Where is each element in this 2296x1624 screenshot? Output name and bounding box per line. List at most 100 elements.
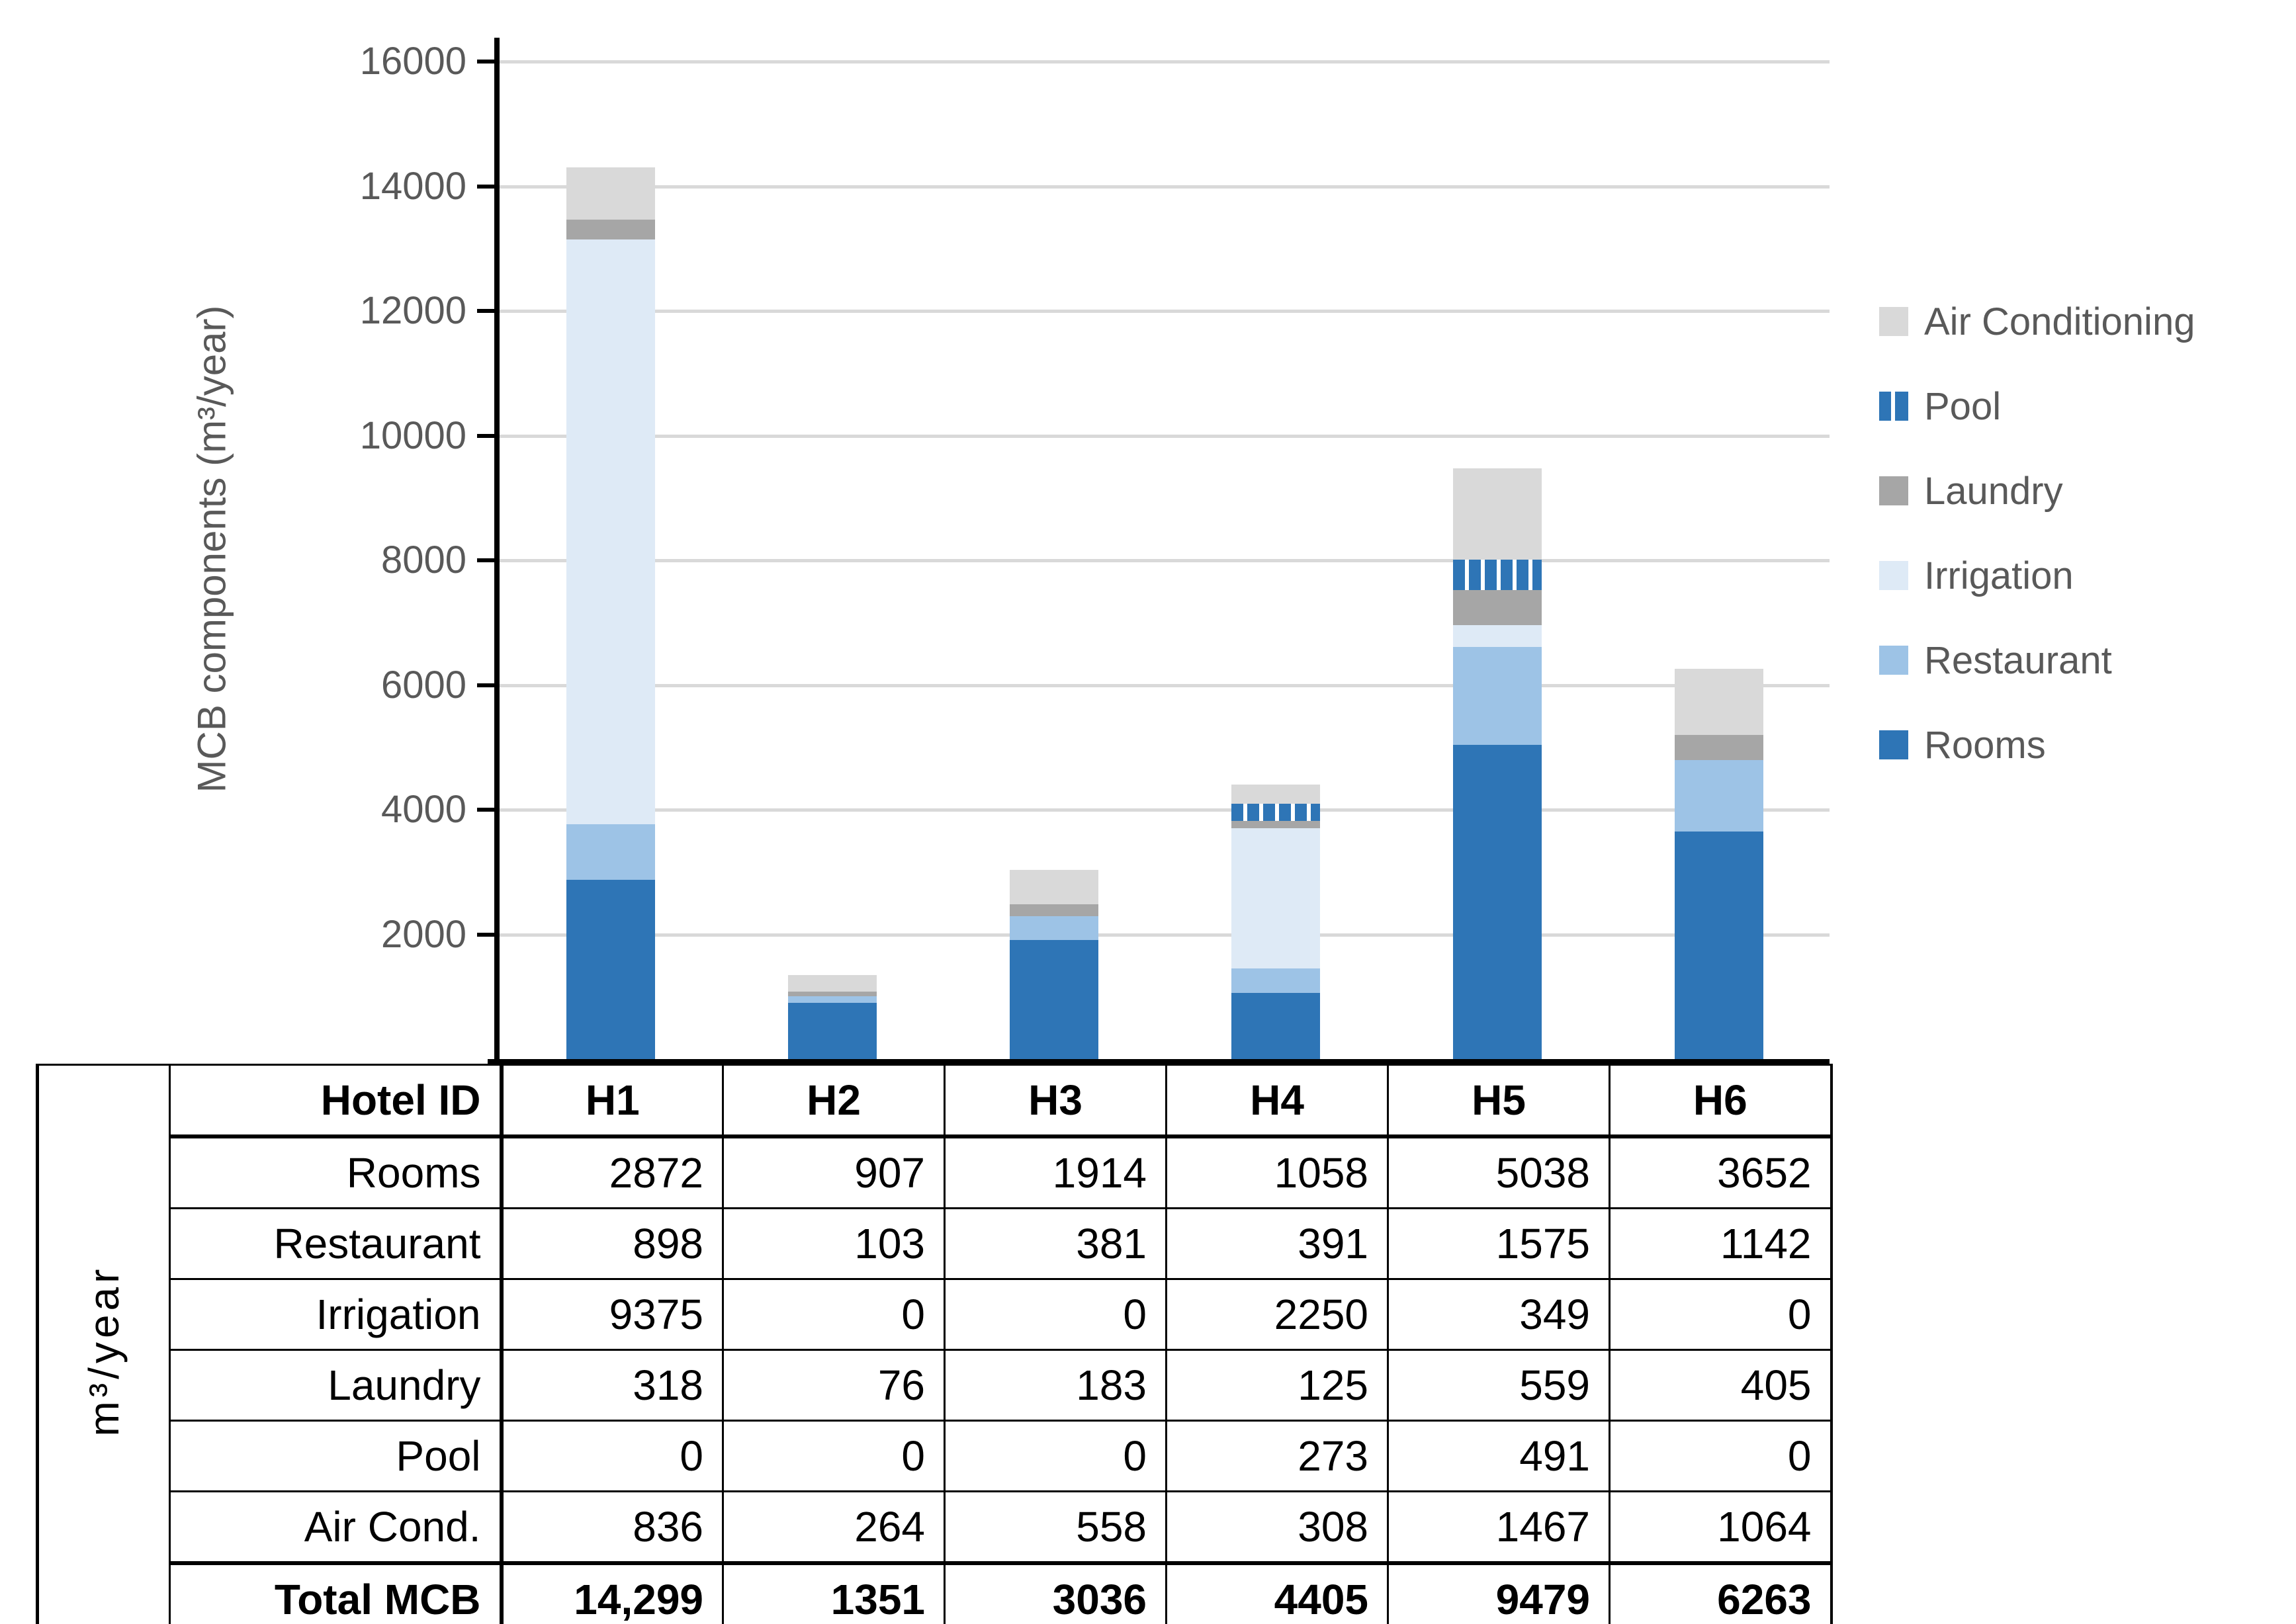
gridline (500, 683, 1830, 687)
table-cell-restaurant-h6: 1142 (1609, 1207, 1833, 1280)
table-cell-total-mcb-h5: 9479 (1387, 1561, 1611, 1624)
table-cell-rooms-h5: 5038 (1387, 1135, 1611, 1209)
bar-segment-restaurant-h5 (1452, 646, 1542, 746)
table-cell-irrigation-h2: 0 (722, 1278, 946, 1351)
row-label-pool: Pool (169, 1420, 504, 1492)
bar-segment-rooms-h3 (1009, 939, 1098, 1059)
table-cell-air-cond--h3: 558 (944, 1490, 1167, 1564)
table-cell-laundry-h1: 318 (500, 1349, 724, 1422)
bar-segment-air-conditioning-h5 (1452, 468, 1542, 560)
table-cell-rooms-h6: 3652 (1609, 1135, 1833, 1209)
hotel-column-header-h2: H2 (722, 1064, 946, 1138)
bar-segment-air-conditioning-h2 (787, 974, 877, 992)
hotel-column-header-h5: H5 (1387, 1064, 1611, 1138)
table-cell-pool-h5: 491 (1387, 1420, 1611, 1492)
hotel-column-header-h4: H4 (1165, 1064, 1389, 1138)
y-axis-line (494, 38, 500, 1064)
bar-segment-pool-h4 (1231, 803, 1320, 821)
table-cell-irrigation-h5: 349 (1387, 1278, 1611, 1351)
table-cell-restaurant-h5: 1575 (1387, 1207, 1611, 1280)
y-axis-tick-label: 14000 (359, 164, 466, 208)
table-cell-air-cond--h1: 836 (500, 1490, 724, 1564)
bar-segment-rooms-h4 (1231, 993, 1320, 1059)
table-cell-total-mcb-h4: 4405 (1165, 1561, 1389, 1624)
table-cell-air-cond--h2: 264 (722, 1490, 946, 1564)
bar-segment-pool-h5 (1452, 559, 1542, 591)
legend-swatch-pool-icon (1879, 392, 1908, 421)
legend-item-restaurant: Restaurant (1879, 639, 2195, 682)
legend-swatch-rooms-icon (1879, 730, 1908, 759)
row-label-total-mcb: Total MCB (169, 1561, 504, 1624)
x-axis-line (488, 1059, 1830, 1065)
bar-segment-restaurant-h6 (1674, 760, 1763, 832)
y-axis-tick (477, 309, 497, 313)
bar-segment-restaurant-h2 (787, 996, 877, 1003)
y-axis-tick-label: 6000 (380, 663, 466, 706)
legend-label: Rooms (1924, 723, 2046, 767)
legend-item-irrigation: Irrigation (1879, 554, 2195, 597)
legend-swatch-irrigation-icon (1879, 561, 1908, 590)
gridline (500, 434, 1830, 438)
row-label-air-cond-: Air Cond. (169, 1490, 504, 1564)
y-axis-tick (477, 932, 497, 937)
legend-label: Laundry (1924, 469, 2063, 513)
legend-item-pool: Pool (1879, 385, 2195, 428)
y-axis-tick-label: 16000 (359, 40, 466, 83)
hotel-column-header-h6: H6 (1609, 1064, 1833, 1138)
y-axis-tick (477, 683, 497, 687)
table-cell-pool-h4: 273 (1165, 1420, 1389, 1492)
table-cell-restaurant-h2: 103 (722, 1207, 946, 1280)
row-label-irrigation: Irrigation (169, 1278, 504, 1351)
table-cell-total-mcb-h6: 6263 (1609, 1561, 1833, 1624)
table-cell-rooms-h2: 907 (722, 1135, 946, 1209)
y-axis-tick-label: 4000 (380, 788, 466, 831)
bar-segment-restaurant-h4 (1231, 968, 1320, 994)
table-cell-laundry-h6: 405 (1609, 1349, 1833, 1422)
y-axis-tick-label: 12000 (359, 289, 466, 332)
table-cell-pool-h1: 0 (500, 1420, 724, 1492)
legend-item-rooms: Rooms (1879, 724, 2195, 767)
bar-segment-rooms-h2 (787, 1002, 877, 1059)
table-cell-air-cond--h5: 1467 (1387, 1490, 1611, 1564)
legend-label: Irrigation (1924, 554, 2074, 597)
table-cell-irrigation-h4: 2250 (1165, 1278, 1389, 1351)
legend-swatch-laundry-icon (1879, 476, 1908, 505)
bar-segment-air-conditioning-h4 (1231, 784, 1320, 804)
legend-item-laundry: Laundry (1879, 470, 2195, 513)
bar-segment-laundry-h4 (1231, 820, 1320, 829)
table-cell-irrigation-h6: 0 (1609, 1278, 1833, 1351)
table-cell-restaurant-h3: 381 (944, 1207, 1167, 1280)
bar-segment-rooms-h5 (1452, 745, 1542, 1059)
data-table: m³/year Hotel ID H1 H2 H3 H4 H5 H6 Rooms 2872 907 1… (36, 1064, 1833, 1624)
table-cell-irrigation-h1: 9375 (500, 1278, 724, 1351)
bar-segment-laundry-h5 (1452, 590, 1542, 625)
legend-swatch-restaurant-icon (1879, 646, 1908, 675)
table-cell-total-mcb-h3: 3036 (944, 1561, 1167, 1624)
bar-segment-laundry-h1 (566, 220, 655, 240)
gridline (500, 60, 1830, 64)
legend: Air Conditioning Pool Laundry Irrigation Res… (1879, 300, 2195, 814)
gridline (500, 559, 1830, 562)
table-cell-pool-h3: 0 (944, 1420, 1167, 1492)
y-axis-tick (477, 60, 497, 64)
y-axis-tick-label: 2000 (380, 912, 466, 956)
y-axis-tick (477, 433, 497, 438)
table-cell-total-mcb-h1: 14,299 (500, 1561, 724, 1624)
bar-segment-irrigation-h5 (1452, 624, 1542, 647)
table-cell-irrigation-h3: 0 (944, 1278, 1167, 1351)
y-axis-tick (477, 184, 497, 189)
legend-label: Pool (1924, 384, 2002, 428)
unit-label-text: m³/year (80, 1265, 128, 1436)
hotel-column-header-h3: H3 (944, 1064, 1167, 1138)
legend-label: Restaurant (1924, 638, 2112, 682)
gridline (500, 310, 1830, 313)
table-cell-restaurant-h1: 898 (500, 1207, 724, 1280)
hotel-column-header-h1: H1 (500, 1064, 724, 1138)
row-label-laundry: Laundry (169, 1349, 504, 1422)
row-label-restaurant: Restaurant (169, 1207, 504, 1280)
gridline (500, 933, 1830, 937)
table-cell-laundry-h3: 183 (944, 1349, 1167, 1422)
y-axis-title: MCB components (m³/year) (189, 305, 234, 793)
y-axis-tick (477, 808, 497, 812)
